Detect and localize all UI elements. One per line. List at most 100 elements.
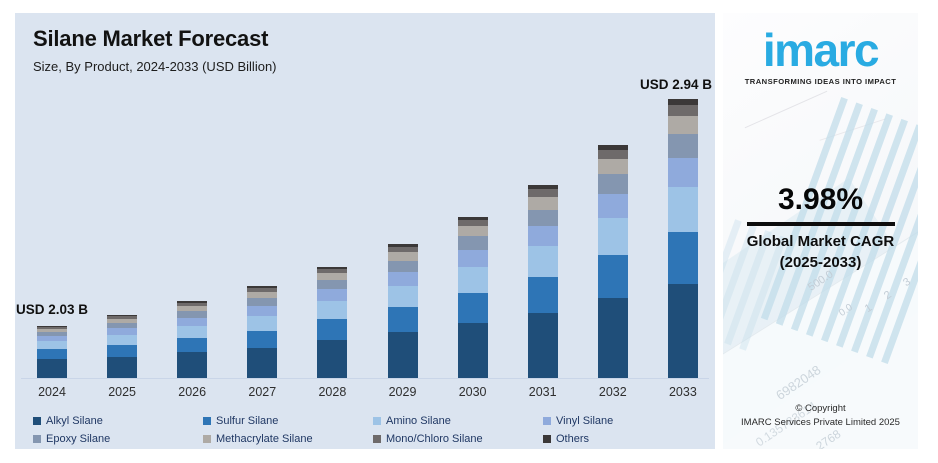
chart-subtitle: Size, By Product, 2024-2033 (USD Billion…	[33, 59, 277, 74]
bar-2025	[107, 315, 138, 378]
segment-amino-silane	[387, 286, 418, 307]
segment-amino-silane	[37, 341, 67, 349]
segment-vinyl-silane	[457, 250, 488, 267]
decorative-line	[744, 90, 828, 129]
segment-others	[387, 244, 418, 247]
x-axis-line	[21, 378, 709, 379]
segment-mono-chloro-silane	[247, 288, 278, 292]
cagr-label-line2: (2025-2033)	[779, 254, 862, 271]
legend-item-alkyl-silane: Alkyl Silane	[33, 414, 203, 427]
legend-label-epoxy-silane: Epoxy Silane	[46, 432, 111, 445]
legend-item-sulfur-silane: Sulfur Silane	[203, 414, 373, 427]
segment-others	[177, 301, 208, 303]
legend-label-methacrylate-silane: Methacrylate Silane	[216, 432, 313, 445]
segment-alkyl-silane	[247, 348, 278, 378]
segment-sulfur-silane	[457, 293, 488, 323]
segment-epoxy-silane	[387, 261, 418, 272]
segment-mono-chloro-silane	[597, 150, 628, 159]
chart-title: Silane Market Forecast	[33, 26, 269, 51]
segment-alkyl-silane	[527, 313, 558, 378]
decorative-stripes	[760, 96, 918, 365]
legend-item-mono-chloro-silane: Mono/Chloro Silane	[373, 432, 543, 445]
legend-swatch-amino-silane	[373, 416, 381, 425]
segment-amino-silane	[317, 301, 348, 319]
imarc-wordmark: imarc	[762, 24, 880, 76]
legend-label-alkyl-silane: Alkyl Silane	[46, 414, 103, 427]
bar-2024	[37, 326, 67, 378]
segment-alkyl-silane	[387, 332, 418, 378]
x-axis-label-2030: 2030	[458, 385, 487, 399]
x-axis-label-2025: 2025	[108, 385, 136, 399]
segment-amino-silane	[107, 335, 138, 345]
segment-epoxy-silane	[597, 174, 628, 194]
legend-swatch-epoxy-silane	[33, 434, 41, 443]
segment-mono-chloro-silane	[387, 247, 418, 252]
segment-sulfur-silane	[37, 349, 67, 359]
segment-amino-silane	[667, 187, 698, 232]
legend-label-sulfur-silane: Sulfur Silane	[216, 414, 279, 427]
x-axis-label-2026: 2026	[178, 385, 207, 399]
legend: Alkyl Silane Sulfur Silane Amino Silane Vin…	[33, 414, 697, 445]
cagr-label-line1: Global Market CAGR	[746, 233, 895, 250]
segment-sulfur-silane	[387, 307, 418, 332]
segment-sulfur-silane	[527, 277, 558, 313]
bar-2033	[667, 99, 698, 378]
segment-vinyl-silane	[387, 272, 418, 286]
segment-others	[317, 267, 348, 269]
segment-sulfur-silane	[177, 338, 208, 352]
segment-amino-silane	[247, 316, 278, 331]
copyright-line1: © Copyright	[795, 403, 846, 414]
segment-others	[667, 99, 698, 105]
legend-swatch-vinyl-silane	[543, 416, 551, 425]
bar-2027	[247, 286, 278, 378]
segment-epoxy-silane	[457, 236, 488, 250]
segment-sulfur-silane	[667, 232, 698, 284]
segment-vinyl-silane	[247, 306, 278, 316]
segment-mono-chloro-silane	[177, 303, 208, 306]
segment-vinyl-silane	[597, 194, 628, 218]
segment-mono-chloro-silane	[527, 189, 558, 197]
segment-mono-chloro-silane	[317, 269, 348, 273]
segment-alkyl-silane	[597, 298, 628, 378]
segment-sulfur-silane	[247, 331, 278, 348]
segment-methacrylate-silane	[597, 159, 628, 174]
segment-sulfur-silane	[107, 345, 138, 357]
segment-methacrylate-silane	[177, 306, 208, 311]
bar-2029	[387, 244, 418, 378]
legend-label-others: Others	[556, 432, 590, 445]
legend-item-vinyl-silane: Vinyl Silane	[543, 414, 697, 427]
segment-alkyl-silane	[457, 323, 488, 378]
bar-2031	[527, 185, 558, 378]
x-axis-label-2028: 2028	[318, 385, 347, 399]
segment-methacrylate-silane	[107, 319, 138, 323]
segment-vinyl-silane	[107, 328, 138, 335]
segment-methacrylate-silane	[37, 329, 67, 332]
segment-amino-silane	[177, 326, 208, 338]
decorative-number: 2768	[813, 426, 844, 449]
segment-epoxy-silane	[37, 332, 67, 336]
x-axis-label-2032: 2032	[598, 385, 627, 399]
legend-item-methacrylate-silane: Methacrylate Silane	[203, 432, 373, 445]
cagr-divider	[747, 222, 895, 226]
segment-alkyl-silane	[317, 340, 348, 378]
segment-amino-silane	[527, 246, 558, 277]
bar-2032	[597, 145, 628, 378]
segment-vinyl-silane	[527, 226, 558, 246]
segment-vinyl-silane	[317, 289, 348, 301]
imarc-logo: imarc TRANSFORMING IDEAS INTO IMPACT	[723, 24, 918, 86]
segment-others	[457, 217, 488, 220]
legend-swatch-others	[543, 434, 551, 443]
segment-mono-chloro-silane	[107, 316, 138, 319]
x-axis-label-2031: 2031	[528, 385, 557, 399]
segment-methacrylate-silane	[667, 116, 698, 134]
segment-methacrylate-silane	[247, 292, 278, 298]
decorative-number: 6982048	[773, 362, 824, 403]
segment-epoxy-silane	[317, 280, 348, 289]
bar-2026	[177, 301, 208, 378]
segment-others	[527, 185, 558, 189]
legend-item-amino-silane: Amino Silane	[373, 414, 543, 427]
segment-vinyl-silane	[37, 336, 67, 341]
segment-mono-chloro-silane	[37, 327, 67, 329]
x-axis-label-2024: 2024	[38, 385, 66, 399]
